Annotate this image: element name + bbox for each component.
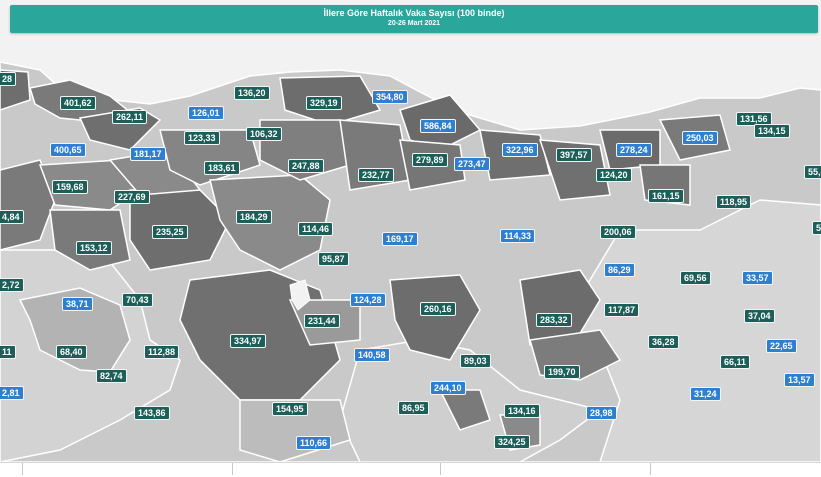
province-value-label: 22,65 — [766, 339, 797, 353]
province-value-label: 70,43 — [122, 293, 153, 307]
province-value-label: 28,98 — [586, 406, 617, 420]
province-value-label: 124,28 — [350, 293, 386, 307]
province-value-label: 140,58 — [354, 348, 390, 362]
province-value-label: 200,06 — [600, 225, 636, 239]
province-value-label: 13,57 — [784, 373, 815, 387]
province-value-label: 95,87 — [318, 252, 349, 266]
province-value-label: 37,04 — [744, 309, 775, 323]
province-value-label: 159,68 — [52, 180, 88, 194]
province-value-label: 153,12 — [76, 241, 112, 255]
province-value-label: 2,72 — [0, 278, 24, 292]
footer-tick — [440, 463, 441, 475]
province-value-label: 161,15 — [648, 189, 684, 203]
province-cankiri — [259, 119, 351, 181]
province-value-label: 232,77 — [358, 168, 394, 182]
province-value-label: 28 — [0, 72, 17, 86]
province-value-label: 38,71 — [62, 297, 93, 311]
province-value-label: 112,88 — [144, 345, 180, 359]
province-adana — [438, 389, 491, 431]
province-value-label: 184,29 — [236, 210, 272, 224]
province-value-label: 278,24 — [616, 143, 652, 157]
province-value-label: 86,95 — [398, 401, 429, 415]
province-value-label: 117,87 — [604, 303, 640, 317]
province-value-label: 134,15 — [754, 124, 790, 138]
province-value-label: 31,24 — [690, 387, 721, 401]
province-value-label: 143,86 — [134, 406, 170, 420]
province-value-label: 118,95 — [716, 195, 752, 209]
province-value-label: 11 — [0, 345, 16, 359]
province-value-label: 334,97 — [230, 334, 266, 348]
province-value-label: 66,11 — [720, 355, 751, 369]
province-bursa-west — [0, 159, 56, 251]
province-value-label: 5 — [812, 221, 821, 235]
province-value-label: 283,32 — [536, 313, 572, 327]
province-manisa — [49, 209, 131, 271]
province-value-label: 124,20 — [596, 168, 632, 182]
province-value-label: 231,44 — [304, 314, 340, 328]
province-value-label: 169,17 — [382, 232, 418, 246]
map-date-range: 20-26 Mart 2021 — [387, 20, 441, 27]
province-kayseri — [389, 274, 481, 361]
province-value-label: 244,10 — [430, 381, 466, 395]
province-value-label: 247,88 — [288, 159, 324, 173]
province-value-label: 400,65 — [50, 143, 86, 157]
footer-tick — [650, 463, 651, 475]
footer-tick — [22, 463, 23, 475]
map-title: İllere Göre Haftalık Vaka Sayısı (100 bi… — [323, 8, 505, 18]
footer-tick — [232, 463, 233, 475]
province-value-label: 82,74 — [96, 369, 127, 383]
province-value-label: 181,17 — [130, 147, 166, 161]
province-value-label: 154,95 — [272, 402, 308, 416]
province-value-label: 397,57 — [556, 148, 592, 162]
province-value-label: 131,56 — [736, 112, 772, 126]
province-value-label: 324,25 — [494, 435, 530, 449]
province-value-label: 89,03 — [460, 354, 491, 368]
map-title-banner: İllere Göre Haftalık Vaka Sayısı (100 bi… — [10, 5, 818, 33]
province-value-label: 235,25 — [152, 225, 188, 239]
province-value-label: 199,70 — [544, 365, 580, 379]
bottom-scroll-bar[interactable] — [0, 462, 821, 477]
province-value-label: 86,29 — [604, 263, 635, 277]
province-value-label: 227,69 — [114, 190, 150, 204]
province-value-label: 33,57 — [742, 271, 773, 285]
province-value-label: 110,66 — [296, 436, 332, 450]
province-value-label: 55,8 — [804, 165, 821, 179]
province-value-label: 123,33 — [184, 131, 220, 145]
province-value-label: 114,33 — [500, 229, 536, 243]
province-value-label: 134,16 — [504, 404, 540, 418]
province-value-label: 322,96 — [502, 143, 538, 157]
province-malatya — [519, 269, 601, 351]
province-value-label: 262,11 — [112, 110, 148, 124]
province-value-label: 250,03 — [682, 131, 718, 145]
province-value-label: 36,28 — [648, 335, 679, 349]
province-lake-salt — [289, 279, 311, 311]
turkey-province-map: 28 401,62 136,20 329,19 354,80 262,11 126,01 13… — [0, 38, 821, 476]
province-value-label: 279,89 — [412, 153, 448, 167]
province-value-label: 136,20 — [234, 86, 270, 100]
province-value-label: 273,47 — [454, 157, 490, 171]
province-value-label: 354,80 — [372, 90, 408, 104]
province-value-label: 329,19 — [306, 96, 342, 110]
province-value-label: 114,46 — [298, 222, 334, 236]
province-value-label: 106,32 — [246, 127, 282, 141]
province-value-label: 69,56 — [680, 271, 711, 285]
province-value-label: 4,84 — [0, 210, 24, 224]
province-value-label: 68,40 — [56, 345, 87, 359]
province-value-label: 126,01 — [188, 106, 224, 120]
province-value-label: 2,81 — [0, 386, 24, 400]
province-value-label: 260,16 — [420, 302, 456, 316]
province-value-label: 401,62 — [60, 96, 96, 110]
province-value-label: 183,61 — [204, 161, 240, 175]
province-value-label: 586,84 — [420, 119, 456, 133]
